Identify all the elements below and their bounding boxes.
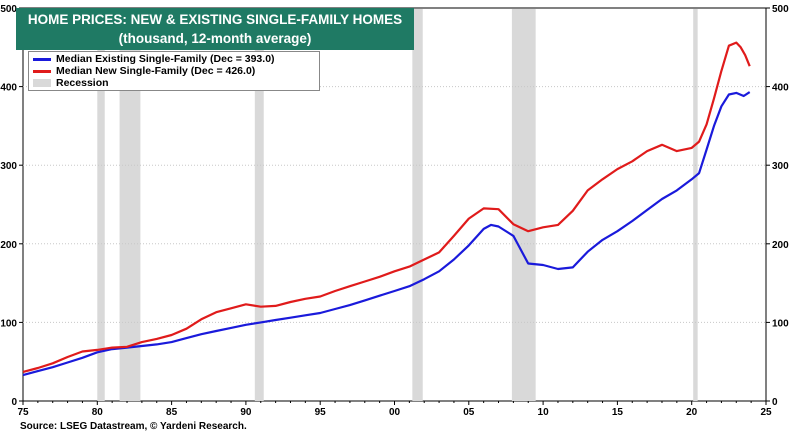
x-tick-label-0: 75	[17, 407, 29, 418]
y-tick-label-right-1: 100	[772, 318, 789, 329]
recession-bands	[97, 9, 698, 401]
x-tick-label-6: 05	[463, 407, 475, 418]
legend-swatch-new	[33, 69, 51, 73]
y-tick-label-right-5: 500	[772, 4, 789, 15]
x-tick-label-8: 15	[612, 407, 624, 418]
series-line-1	[22, 41, 751, 373]
y-tick-label-left-5: 500	[0, 4, 17, 15]
recession-band-0	[97, 9, 105, 401]
x-tick-label-9: 20	[686, 407, 698, 418]
y-tick-label-left-2: 200	[0, 240, 17, 251]
y-tick-label-left-3: 300	[0, 161, 17, 172]
recession-band-5	[693, 9, 698, 401]
y-tick-label-right-4: 400	[772, 83, 789, 94]
y-tick-label-right-0: 0	[772, 397, 778, 408]
x-tick-label-1: 80	[92, 407, 104, 418]
x-tick-label-3: 90	[240, 407, 252, 418]
series-line-0	[22, 91, 751, 377]
x-tick-label-5: 00	[389, 407, 401, 418]
legend-item-new: Median New Single-Family (Dec = 426.0)	[33, 65, 315, 77]
recession-band-1	[119, 9, 141, 401]
y-tick-label-right-2: 200	[772, 240, 789, 251]
x-tick-label-4: 95	[315, 407, 327, 418]
recession-band-4	[511, 9, 536, 401]
source-note: Source: LSEG Datastream, © Yardeni Resea…	[20, 421, 247, 432]
chart-title: HOME PRICES: NEW & EXISTING SINGLE-FAMIL…	[27, 12, 403, 27]
recession-band-3	[412, 9, 423, 401]
recession-band-2	[254, 9, 264, 401]
y-tick-label-right-3: 300	[772, 161, 789, 172]
legend-item-existing: Median Existing Single-Family (Dec = 393…	[33, 53, 315, 65]
x-tick-label-10: 25	[760, 407, 772, 418]
legend-item-recession: Recession	[33, 77, 315, 89]
y-tick-label-left-4: 400	[0, 83, 17, 94]
x-tick-label-7: 10	[538, 407, 550, 418]
chart-subtitle: (thousand, 12-month average)	[118, 31, 312, 46]
legend-swatch-recession	[33, 79, 51, 87]
legend-label-recession: Recession	[56, 77, 109, 89]
chart-title-box: HOME PRICES: NEW & EXISTING SINGLE-FAMIL…	[16, 8, 414, 50]
series-lines	[22, 41, 751, 377]
legend-label-existing: Median Existing Single-Family (Dec = 393…	[56, 53, 275, 65]
legend-swatch-existing	[33, 57, 51, 61]
legend-label-new: Median New Single-Family (Dec = 426.0)	[56, 65, 256, 77]
y-tick-label-left-0: 0	[11, 397, 17, 408]
y-tick-label-left-1: 100	[0, 318, 17, 329]
legend: Median Existing Single-Family (Dec = 393…	[28, 51, 320, 91]
x-tick-label-2: 85	[166, 407, 178, 418]
